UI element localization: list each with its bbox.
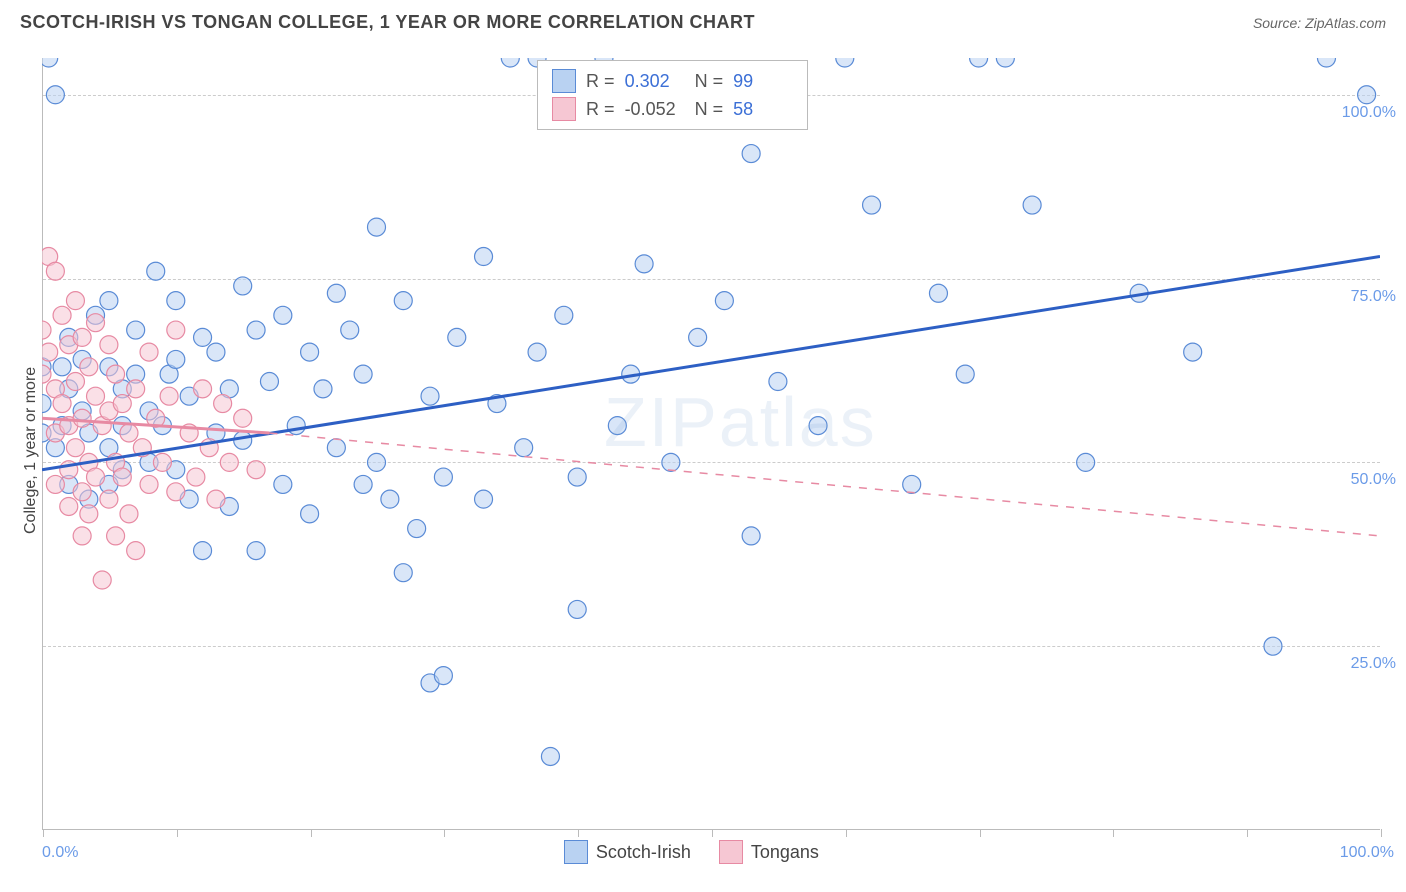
gridline — [43, 646, 1380, 647]
n-label: N = — [695, 95, 724, 123]
y-tick-label: 100.0% — [1342, 104, 1396, 122]
x-tick-mark — [1247, 829, 1248, 837]
n-value: 58 — [733, 95, 793, 123]
x-tick-mark — [43, 829, 44, 837]
r-label: R = — [586, 67, 615, 95]
x-tick-mark — [177, 829, 178, 837]
legend-item-blue: Scotch-Irish — [564, 840, 691, 864]
gridline — [43, 279, 1380, 280]
y-axis-label: College, 1 year or more — [22, 367, 40, 534]
series-swatch — [552, 69, 576, 93]
stats-legend-box: R = 0.302 N = 99 R = -0.052 N = 58 — [537, 60, 808, 130]
y-tick-label: 25.0% — [1351, 655, 1396, 673]
y-tick-label: 75.0% — [1351, 288, 1396, 306]
plot-area — [42, 58, 1380, 830]
gridline — [43, 462, 1380, 463]
series-swatch — [552, 97, 576, 121]
source-attribution: Source: ZipAtlas.com — [1253, 15, 1386, 31]
chart-title: SCOTCH-IRISH VS TONGAN COLLEGE, 1 YEAR O… — [20, 12, 755, 33]
r-value: 0.302 — [625, 67, 685, 95]
r-value: -0.052 — [625, 95, 685, 123]
series-swatch — [564, 840, 588, 864]
x-tick-mark — [311, 829, 312, 837]
x-tick-mark — [846, 829, 847, 837]
r-label: R = — [586, 95, 615, 123]
x-tick-mark — [1113, 829, 1114, 837]
x-tick-mark — [444, 829, 445, 837]
stats-row: R = 0.302 N = 99 — [552, 67, 793, 95]
legend-label: Scotch-Irish — [596, 842, 691, 863]
bottom-legend: Scotch-Irish Tongans — [564, 840, 819, 864]
series-swatch — [719, 840, 743, 864]
x-tick-mark — [1381, 829, 1382, 837]
legend-label: Tongans — [751, 842, 819, 863]
n-value: 99 — [733, 67, 793, 95]
x-tick-label: 100.0% — [1340, 844, 1394, 862]
x-tick-mark — [578, 829, 579, 837]
x-tick-mark — [712, 829, 713, 837]
stats-row: R = -0.052 N = 58 — [552, 95, 793, 123]
y-tick-label: 50.0% — [1351, 471, 1396, 489]
x-tick-label: 0.0% — [42, 844, 78, 862]
legend-item-pink: Tongans — [719, 840, 819, 864]
n-label: N = — [695, 67, 724, 95]
x-tick-mark — [980, 829, 981, 837]
